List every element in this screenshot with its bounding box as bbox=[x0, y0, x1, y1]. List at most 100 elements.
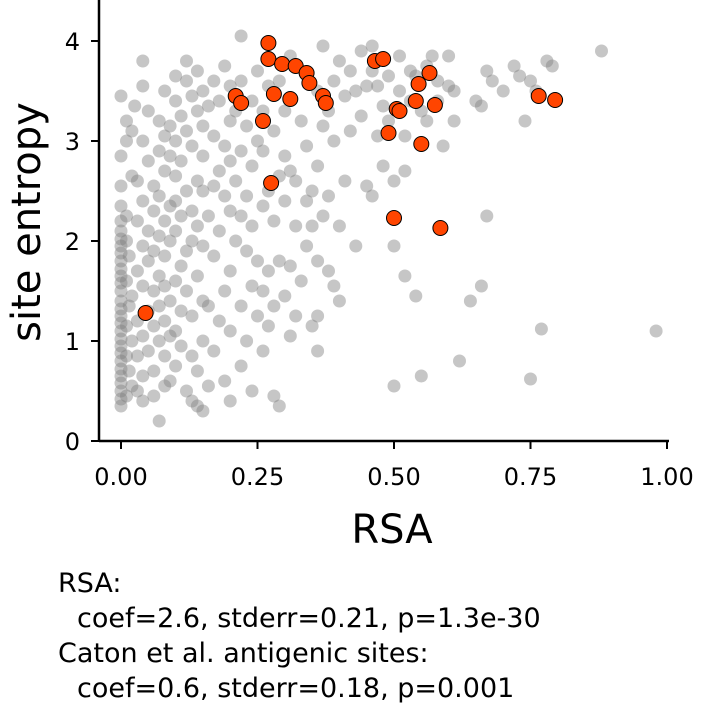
site-point bbox=[387, 239, 401, 253]
site-point bbox=[447, 84, 461, 98]
site-point bbox=[130, 214, 144, 228]
site-point bbox=[114, 269, 128, 283]
site-point bbox=[122, 364, 136, 378]
site-point bbox=[234, 299, 248, 313]
site-point bbox=[114, 399, 128, 413]
site-point bbox=[382, 69, 395, 83]
site-point bbox=[158, 314, 172, 328]
site-point bbox=[114, 89, 128, 103]
site-point bbox=[180, 184, 193, 198]
site-point bbox=[360, 179, 374, 193]
site-point bbox=[256, 144, 270, 158]
site-point bbox=[327, 74, 341, 88]
site-point bbox=[218, 189, 232, 203]
site-point bbox=[201, 99, 215, 113]
site-point bbox=[163, 294, 177, 308]
site-point bbox=[343, 64, 357, 78]
site-point bbox=[234, 144, 248, 158]
site-point bbox=[278, 104, 292, 118]
x-axis-label: RSA bbox=[351, 507, 433, 553]
site-point bbox=[305, 319, 319, 333]
site-point bbox=[125, 124, 139, 138]
site-point bbox=[163, 149, 177, 163]
site-point bbox=[485, 74, 499, 88]
scatter-chart: 0.00 0.25 0.50 0.75 1.00 0 1 2 3 4 RSA site entro… bbox=[4, 0, 694, 553]
site-point bbox=[327, 134, 341, 148]
site-point bbox=[190, 399, 204, 413]
site-point bbox=[261, 264, 275, 278]
site-point bbox=[436, 139, 450, 153]
x-tick-label: 0.25 bbox=[231, 463, 284, 491]
site-point bbox=[174, 209, 188, 223]
site-point bbox=[174, 154, 188, 168]
site-point bbox=[234, 209, 248, 223]
site-point bbox=[120, 234, 133, 248]
antigenic-site-point bbox=[255, 113, 271, 129]
antigenic-site-point bbox=[407, 93, 424, 109]
site-point bbox=[207, 129, 221, 143]
site-point bbox=[245, 159, 259, 173]
site-point bbox=[212, 314, 226, 328]
site-point bbox=[114, 339, 128, 353]
site-point bbox=[447, 114, 461, 128]
site-point bbox=[114, 179, 128, 193]
site-point bbox=[311, 309, 325, 323]
site-point bbox=[120, 114, 133, 128]
site-point bbox=[524, 372, 537, 386]
site-point bbox=[147, 284, 161, 298]
site-point bbox=[289, 309, 303, 323]
stats-antigenic-heading: Caton et al. antigenic sites: bbox=[58, 638, 429, 669]
antigenic-site-point bbox=[432, 220, 449, 236]
site-point bbox=[267, 299, 281, 313]
site-point bbox=[218, 374, 232, 388]
site-point bbox=[136, 394, 150, 408]
site-point bbox=[185, 139, 199, 153]
site-point bbox=[152, 414, 166, 428]
antigenic-site-point bbox=[547, 92, 564, 108]
site-point bbox=[190, 174, 204, 188]
site-point bbox=[442, 79, 456, 93]
site-point bbox=[163, 119, 177, 133]
site-point bbox=[169, 169, 183, 183]
site-point bbox=[212, 164, 226, 178]
site-point bbox=[130, 174, 144, 188]
site-point bbox=[240, 334, 254, 348]
site-point bbox=[136, 194, 150, 208]
site-point bbox=[272, 74, 286, 88]
site-point bbox=[169, 134, 183, 148]
site-point bbox=[332, 219, 346, 233]
site-point bbox=[158, 349, 172, 363]
site-point bbox=[114, 254, 128, 268]
site-point bbox=[240, 189, 254, 203]
site-point bbox=[152, 229, 166, 243]
site-point bbox=[251, 64, 264, 78]
antigenic-site-point bbox=[265, 86, 282, 102]
site-point bbox=[125, 289, 139, 303]
site-point bbox=[398, 269, 412, 283]
site-point bbox=[196, 294, 210, 308]
site-point bbox=[300, 139, 314, 153]
site-point bbox=[240, 244, 254, 258]
site-point bbox=[267, 124, 281, 138]
site-point bbox=[141, 254, 155, 268]
site-point bbox=[349, 239, 363, 253]
site-point bbox=[349, 84, 363, 98]
site-point bbox=[223, 264, 237, 278]
site-point bbox=[240, 119, 254, 133]
site-point bbox=[229, 234, 243, 248]
antigenic-site-point bbox=[317, 95, 334, 111]
site-point bbox=[207, 74, 221, 88]
site-point bbox=[136, 369, 150, 383]
site-point bbox=[540, 54, 554, 68]
site-point bbox=[212, 224, 226, 238]
antigenic-site-point bbox=[530, 88, 547, 104]
site-point bbox=[294, 114, 308, 128]
site-point bbox=[114, 362, 128, 376]
site-point bbox=[403, 64, 417, 78]
site-point bbox=[382, 114, 395, 128]
site-point bbox=[180, 124, 193, 138]
site-point bbox=[114, 239, 128, 253]
site-point bbox=[343, 124, 357, 138]
site-point bbox=[122, 299, 136, 313]
site-point bbox=[278, 289, 292, 303]
